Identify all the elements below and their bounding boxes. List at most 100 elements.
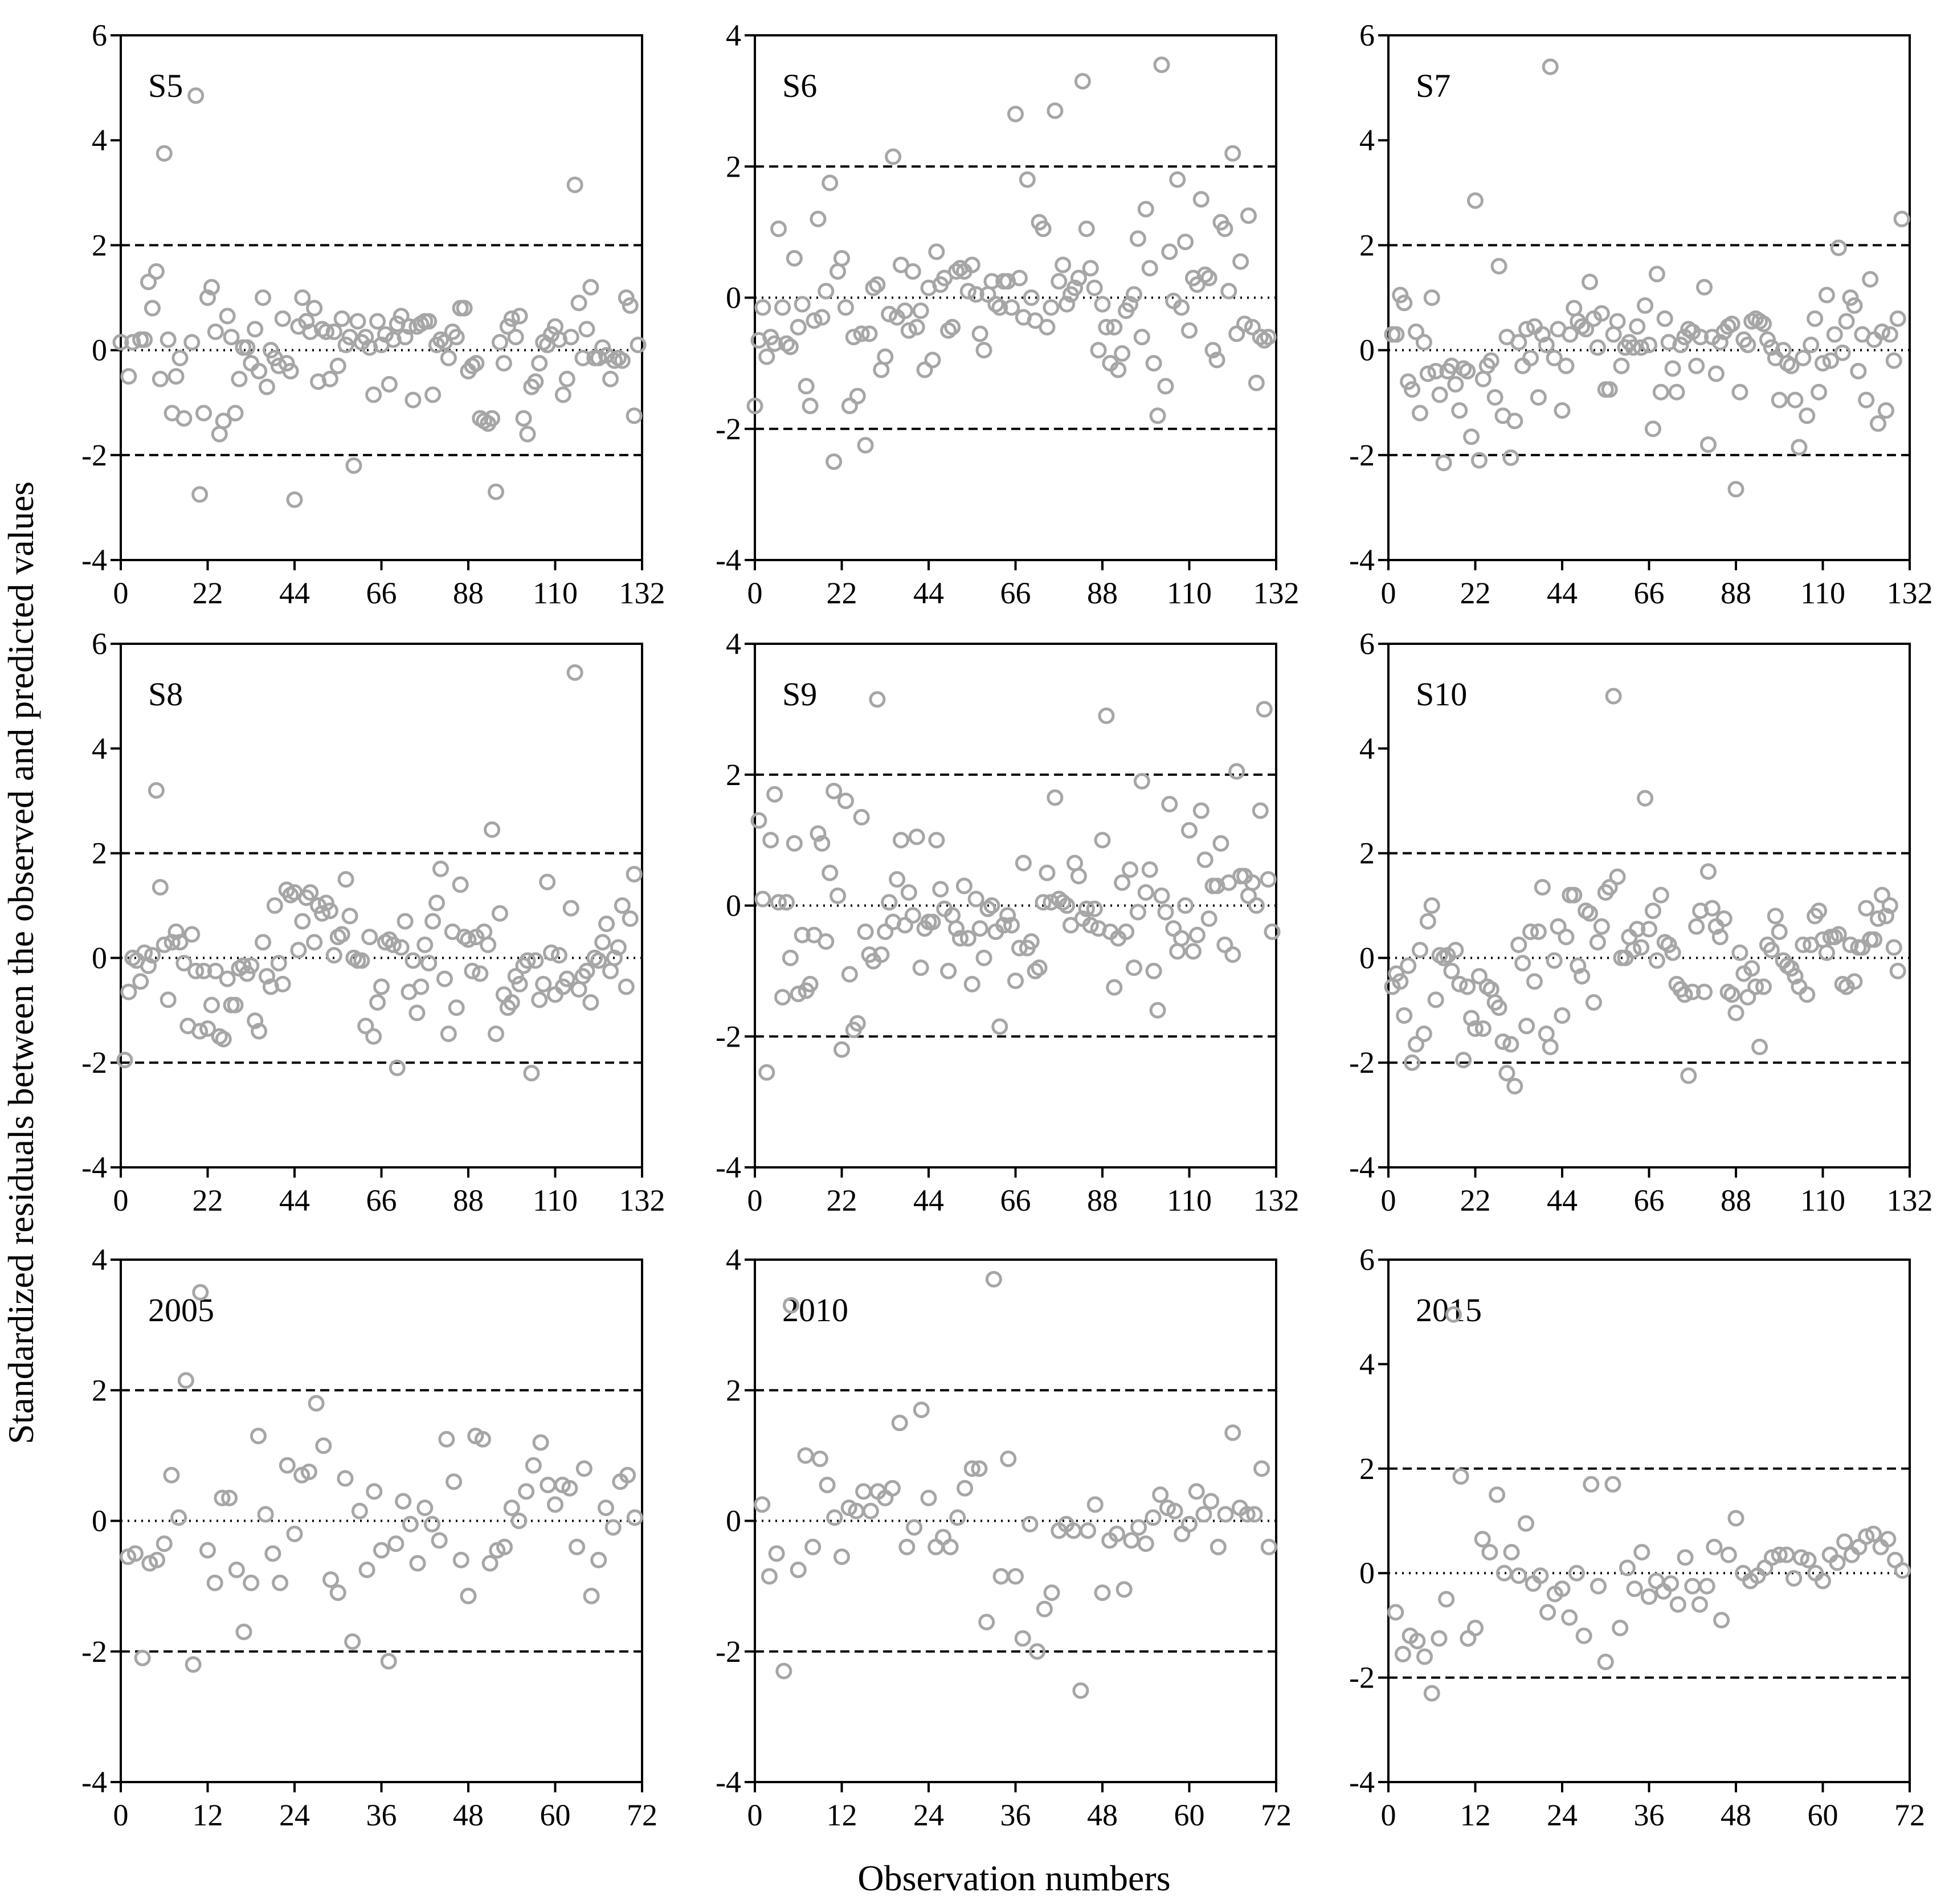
data-point	[1870, 910, 1887, 927]
data-point	[167, 923, 185, 940]
data-point	[231, 370, 248, 387]
x-tick-label: 0	[747, 1798, 763, 1832]
data-point	[790, 1561, 807, 1578]
data-point	[1192, 191, 1210, 208]
y-tick-label: 6	[1359, 18, 1375, 52]
data-point	[1676, 986, 1693, 1003]
data-point	[908, 828, 925, 845]
data-point	[1609, 868, 1626, 885]
x-tick-label: 0	[1381, 1183, 1396, 1217]
data-point	[531, 991, 548, 1008]
data-point	[802, 397, 819, 414]
data-point	[940, 322, 957, 339]
data-point	[849, 387, 866, 405]
data-point	[1621, 929, 1638, 946]
data-point	[255, 934, 272, 951]
y-tick-label: -2	[1349, 1661, 1375, 1695]
data-point	[321, 902, 338, 920]
data-point	[333, 310, 350, 327]
data-point	[1196, 266, 1213, 283]
data-point	[833, 1548, 850, 1566]
data-point	[1114, 874, 1131, 891]
data-point	[1141, 861, 1158, 878]
data-point	[491, 334, 508, 351]
y-tick-label: 0	[1359, 1556, 1375, 1590]
data-point	[402, 1515, 419, 1533]
data-point	[1877, 402, 1894, 419]
data-point	[750, 812, 767, 829]
data-point	[306, 934, 323, 951]
data-point	[446, 1473, 463, 1490]
data-point	[1711, 334, 1729, 351]
data-point	[1783, 357, 1800, 374]
data-point	[768, 1545, 785, 1562]
data-point	[424, 913, 442, 930]
data-point	[1723, 986, 1740, 1003]
data-point	[1534, 879, 1551, 896]
data-point	[1751, 1039, 1768, 1056]
data-point	[1043, 299, 1060, 316]
x-tick-label: 44	[279, 1183, 310, 1217]
data-point	[1720, 1546, 1737, 1563]
y-tick-label: 2	[1359, 1452, 1375, 1486]
data-point	[215, 412, 232, 430]
data-point	[1019, 171, 1036, 188]
data-point	[1447, 942, 1464, 959]
data-point	[152, 370, 169, 387]
data-point	[1800, 1551, 1817, 1568]
data-point	[1423, 1685, 1440, 1702]
data-point	[496, 1538, 513, 1555]
data-point	[423, 1515, 440, 1533]
data-point	[286, 1525, 303, 1542]
data-point	[1161, 795, 1178, 812]
data-point	[468, 355, 485, 372]
data-point	[1122, 861, 1139, 878]
data-point	[203, 279, 220, 296]
data-point	[219, 970, 236, 987]
data-point	[1022, 1515, 1039, 1533]
data-point	[924, 352, 941, 369]
y-tick-label: 2	[726, 1373, 741, 1407]
data-point	[1023, 933, 1040, 950]
x-tick-label: 22	[193, 1183, 223, 1217]
data-point	[1066, 855, 1083, 872]
data-point	[942, 1538, 959, 1555]
data-point	[1166, 1502, 1183, 1519]
data-point	[1161, 243, 1178, 260]
data-point	[1264, 923, 1281, 940]
data-point	[1846, 973, 1863, 990]
data-point	[373, 978, 390, 995]
data-point	[353, 952, 370, 969]
data-point	[578, 962, 595, 979]
data-point	[853, 808, 870, 826]
x-tick-label: 24	[913, 1798, 944, 1832]
data-point	[1546, 349, 1563, 366]
data-point	[1133, 773, 1150, 790]
data-point	[1070, 269, 1087, 287]
y-tick-label: 6	[1359, 627, 1375, 661]
data-point	[1431, 386, 1448, 403]
data-point	[1047, 789, 1064, 806]
data-point	[1558, 929, 1575, 946]
data-point	[1715, 910, 1733, 927]
data-point	[1870, 415, 1887, 432]
data-point	[1561, 1609, 1578, 1626]
data-point	[1522, 923, 1539, 940]
data-point	[1435, 455, 1452, 472]
y-tick-label: 6	[92, 627, 107, 661]
data-point	[774, 299, 791, 316]
data-point	[1503, 1544, 1520, 1561]
data-point	[618, 978, 635, 995]
data-point	[199, 1542, 216, 1559]
data-point	[912, 303, 929, 320]
x-tick-label: 72	[627, 1798, 657, 1832]
x-tick-label: 88	[453, 1183, 484, 1217]
data-point	[1818, 944, 1835, 961]
y-tick-label: 4	[92, 732, 107, 766]
data-point	[1224, 946, 1241, 963]
data-point	[1419, 365, 1436, 382]
data-point	[1566, 886, 1583, 904]
data-point	[1145, 355, 1162, 372]
data-point	[561, 1480, 578, 1497]
